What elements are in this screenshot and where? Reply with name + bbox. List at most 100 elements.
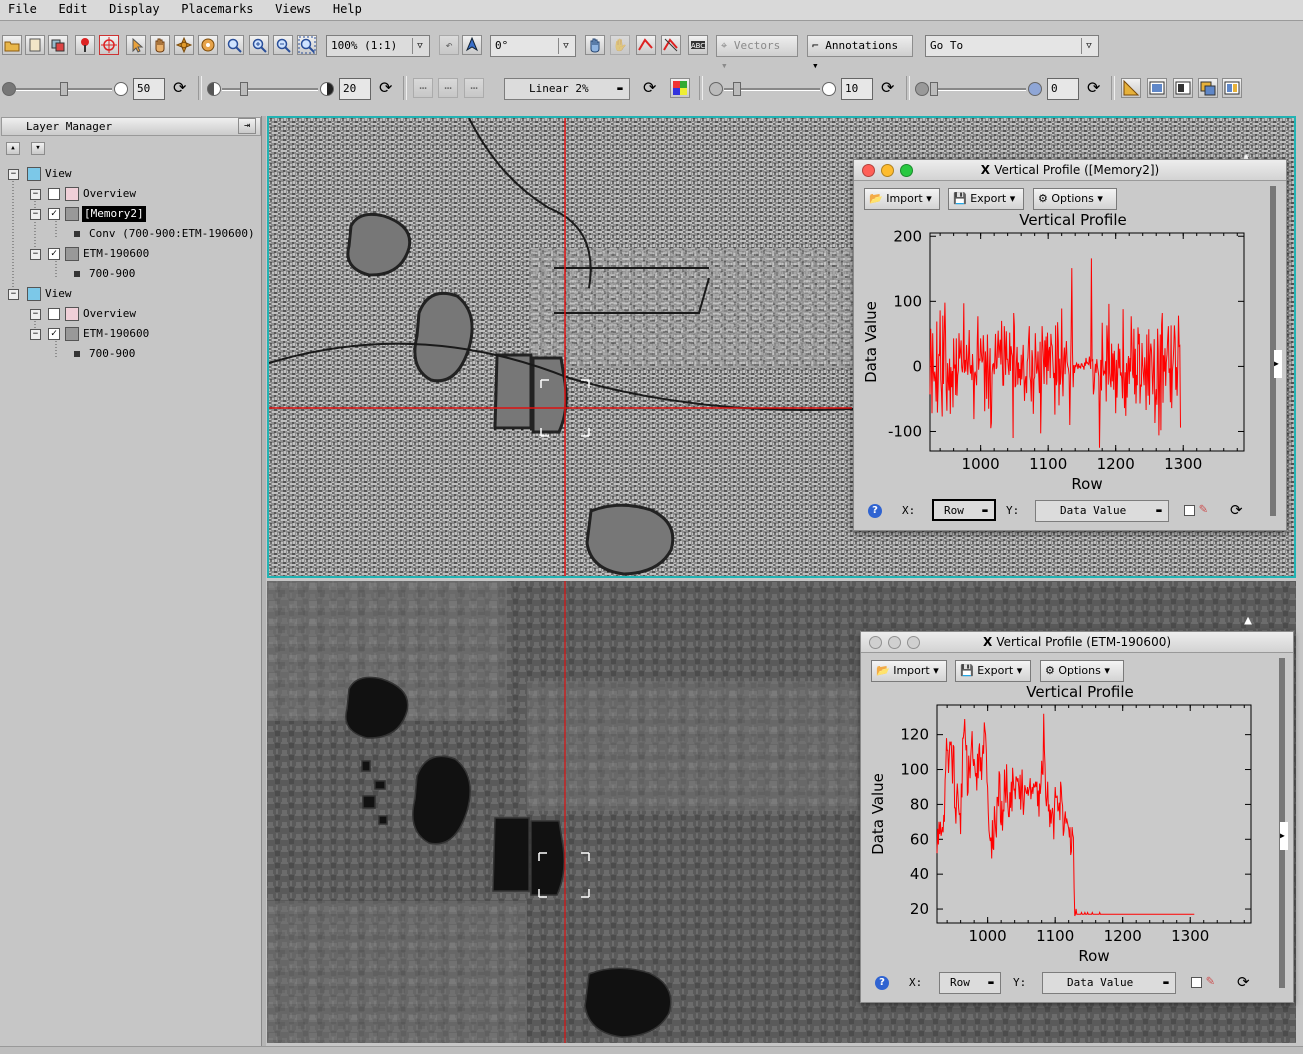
zoom-level-select[interactable]: 100% (1:1) ▽ bbox=[326, 35, 430, 57]
tree-item-etm-2[interactable]: − ✓ ETM-190600 bbox=[0, 326, 260, 342]
vector-edit-icon[interactable]: ✋ bbox=[610, 35, 630, 55]
tree-item-etm-1[interactable]: − ✓ ETM-190600 bbox=[0, 246, 260, 262]
x-axis-select[interactable]: Row ▬ bbox=[939, 972, 1001, 994]
view-single-icon[interactable] bbox=[1147, 78, 1167, 98]
tree-item-overview-2[interactable]: − Overview bbox=[0, 306, 260, 322]
tree-item-conv-band[interactable]: Conv (700-900:ETM-190600) bbox=[0, 226, 260, 242]
stretch-equalize-icon[interactable]: ⋯ bbox=[438, 78, 458, 98]
menu-views[interactable]: Views bbox=[275, 2, 312, 16]
layer-visibility-checkbox[interactable]: ✓ bbox=[48, 248, 60, 260]
fly-icon[interactable] bbox=[174, 35, 194, 55]
help-icon[interactable]: ? bbox=[875, 976, 889, 990]
expand-all-icon[interactable]: ▴ bbox=[6, 142, 20, 155]
refresh-icon[interactable]: ⟳ bbox=[1237, 973, 1250, 991]
panel-splitter[interactable] bbox=[261, 116, 266, 1046]
annotation-text-icon[interactable]: ABC bbox=[688, 35, 708, 55]
y-axis-select[interactable]: Data Value ▬ bbox=[1035, 500, 1169, 522]
contrast-value-field[interactable]: 20 bbox=[339, 78, 371, 100]
export-menu-button[interactable]: 💾 Export ▾ bbox=[948, 188, 1024, 210]
reset-sharpen-icon[interactable]: ⟳ bbox=[881, 78, 895, 97]
layer-visibility-checkbox[interactable] bbox=[48, 308, 60, 320]
color-table-icon[interactable] bbox=[670, 78, 690, 98]
transparency-value-field[interactable]: 0 bbox=[1047, 78, 1079, 100]
annotations-menu-button[interactable]: ⌐ Annotations ▾ bbox=[807, 35, 913, 72]
expand-panel-icon[interactable]: ▶ bbox=[1280, 822, 1288, 850]
view-portal-icon[interactable] bbox=[1173, 78, 1193, 98]
zoom-full-icon[interactable] bbox=[297, 35, 317, 55]
stretch-type-select[interactable]: Linear 2% ▬ bbox=[504, 78, 630, 100]
maximize-window-icon[interactable] bbox=[900, 164, 913, 177]
collapse-toggle-icon[interactable]: − bbox=[30, 309, 41, 320]
collapse-panel-icon[interactable]: ⇥ bbox=[238, 118, 256, 134]
brightness-value-field[interactable]: 50 bbox=[133, 78, 165, 100]
rotation-select[interactable]: 0° ▽ bbox=[490, 35, 576, 57]
menu-file[interactable]: File bbox=[8, 2, 37, 16]
export-menu-button[interactable]: 💾 Export ▾ bbox=[955, 660, 1031, 682]
layer-visibility-checkbox[interactable] bbox=[48, 188, 60, 200]
plot-option-checkbox[interactable] bbox=[1191, 977, 1202, 988]
options-menu-button[interactable]: ⚙ Options ▾ bbox=[1040, 660, 1124, 682]
view-overlay-icon[interactable] bbox=[1198, 78, 1218, 98]
collapse-toggle-icon[interactable]: − bbox=[30, 209, 41, 220]
refresh-icon[interactable]: ⟳ bbox=[1230, 501, 1243, 519]
x-axis-select[interactable]: Row ▬ bbox=[932, 499, 996, 521]
pencil-icon[interactable]: ✎ bbox=[1199, 501, 1208, 517]
import-menu-button[interactable]: 📂 Import ▾ bbox=[871, 660, 947, 682]
tree-item-overview-1[interactable]: − Overview bbox=[0, 186, 260, 202]
expand-panel-icon[interactable]: ▶ bbox=[1274, 350, 1282, 378]
tree-item-view-2[interactable]: − View bbox=[0, 286, 260, 302]
profile-window-titlebar[interactable]: X Vertical Profile ([Memory2]) bbox=[854, 160, 1286, 181]
layer-visibility-checkbox[interactable]: ✓ bbox=[48, 208, 60, 220]
layer-visibility-checkbox[interactable]: ✓ bbox=[48, 328, 60, 340]
open-file-icon[interactable] bbox=[2, 35, 22, 55]
menu-help[interactable]: Help bbox=[332, 2, 362, 16]
sharpen-slider[interactable] bbox=[724, 88, 820, 91]
rotate-north-icon[interactable] bbox=[462, 35, 482, 55]
minimize-window-icon[interactable] bbox=[888, 636, 901, 649]
transparency-slider-handle[interactable] bbox=[930, 82, 938, 96]
menu-placemarks[interactable]: Placemarks bbox=[181, 2, 254, 16]
rotate-left-icon[interactable]: ↶ bbox=[439, 35, 459, 55]
stretch-gaussian-icon[interactable]: ⋯ bbox=[464, 78, 484, 98]
menu-display[interactable]: Display bbox=[109, 2, 160, 16]
options-menu-button[interactable]: ⚙ Options ▾ bbox=[1033, 188, 1117, 210]
reset-contrast-icon[interactable]: ⟳ bbox=[379, 78, 393, 97]
close-window-icon[interactable] bbox=[869, 636, 882, 649]
select-arrow-icon[interactable] bbox=[126, 35, 146, 55]
close-window-icon[interactable] bbox=[862, 164, 875, 177]
rotate-icon[interactable] bbox=[198, 35, 218, 55]
reset-transparency-icon[interactable]: ⟳ bbox=[1087, 78, 1101, 97]
contrast-slider[interactable] bbox=[222, 88, 318, 91]
chip-display-icon[interactable] bbox=[1121, 78, 1141, 98]
maximize-window-icon[interactable] bbox=[907, 636, 920, 649]
placemark-icon[interactable] bbox=[75, 35, 95, 55]
transparency-slider[interactable] bbox=[930, 88, 1026, 91]
reset-stretch-icon[interactable]: ⟳ bbox=[643, 78, 657, 97]
help-icon[interactable]: ? bbox=[868, 504, 882, 518]
collapse-toggle-icon[interactable]: − bbox=[8, 289, 19, 300]
window-scrollbar[interactable] bbox=[1270, 186, 1276, 516]
vector-create-icon[interactable] bbox=[636, 35, 656, 55]
menu-edit[interactable]: Edit bbox=[58, 2, 88, 16]
collapse-toggle-icon[interactable]: − bbox=[30, 249, 41, 260]
tree-item-band-1[interactable]: 700-900 bbox=[0, 266, 260, 282]
collapse-all-icon[interactable]: ▾ bbox=[31, 142, 45, 155]
vector-hand-icon[interactable] bbox=[585, 35, 605, 55]
profile-window-titlebar[interactable]: X Vertical Profile (ETM-190600) bbox=[861, 632, 1293, 653]
stretch-linear-icon[interactable]: ⋯ bbox=[413, 78, 433, 98]
sharpen-slider-handle[interactable] bbox=[733, 82, 741, 96]
tree-item-band-2[interactable]: 700-900 bbox=[0, 346, 260, 362]
pan-hand-icon[interactable] bbox=[150, 35, 170, 55]
brightness-slider-handle[interactable] bbox=[60, 82, 68, 96]
view-swipe-icon[interactable] bbox=[1222, 78, 1242, 98]
data-manager-icon[interactable] bbox=[25, 35, 45, 55]
import-menu-button[interactable]: 📂 Import ▾ bbox=[864, 188, 940, 210]
contrast-slider-handle[interactable] bbox=[240, 82, 248, 96]
zoom-box-icon[interactable] bbox=[224, 35, 244, 55]
y-axis-select[interactable]: Data Value ▬ bbox=[1042, 972, 1176, 994]
collapse-toggle-icon[interactable]: − bbox=[30, 329, 41, 340]
vector-delete-icon[interactable] bbox=[661, 35, 681, 55]
plot-option-checkbox[interactable] bbox=[1184, 505, 1195, 516]
pencil-icon[interactable]: ✎ bbox=[1206, 973, 1215, 989]
layer-icon[interactable] bbox=[48, 35, 68, 55]
